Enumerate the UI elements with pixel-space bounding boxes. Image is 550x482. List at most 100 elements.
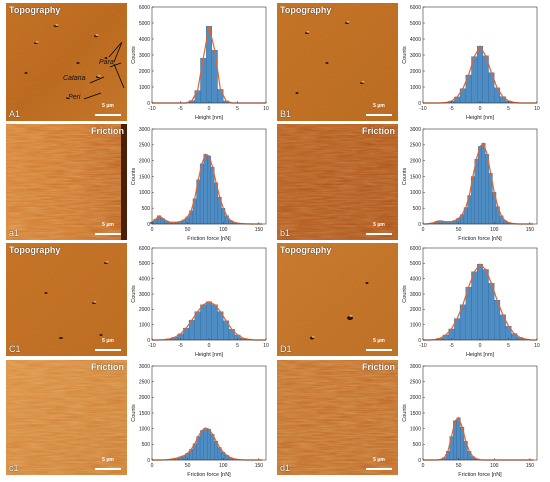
panel-label: D1 — [280, 344, 292, 354]
histogram-bar — [199, 163, 204, 225]
bars — [431, 263, 529, 341]
y-tick-label: 2000 — [139, 69, 150, 75]
y-tick-label: 2000 — [139, 395, 150, 401]
histogram-b1: 0 500 1000 1500 2000 2500 3000 0 50 100 150 Frictio… — [401, 124, 543, 244]
y-tick-label: 1000 — [410, 85, 421, 91]
y-tick-label: 3000 — [139, 127, 150, 133]
y-tick-label: 2000 — [139, 158, 150, 164]
plot-frame — [422, 365, 538, 461]
micrograph-B1: Topography B1 5 μm — [277, 3, 398, 121]
panel-label: d1 — [280, 463, 291, 473]
y-tick-label: 1000 — [139, 322, 150, 328]
histogram-bar — [207, 155, 211, 225]
scale-bar: 5 μm — [366, 222, 392, 235]
bars — [150, 154, 251, 225]
x-tick-label: 150 — [255, 463, 264, 469]
y-tick-label: 6000 — [139, 5, 150, 11]
scale-bar: 5 μm — [366, 103, 392, 116]
x-tick-label: 150 — [526, 463, 535, 469]
y-tick-label: 1500 — [410, 174, 421, 180]
chart-svg: 0 500 1000 1500 2000 2500 3000 0 50 100 150 Frictio… — [131, 364, 267, 478]
histogram-A1: 0 1000 2000 3000 4000 5000 6000 -10 -5 0 5 10 Height… — [130, 2, 272, 123]
bars — [442, 46, 518, 104]
x-tick-label: 0 — [422, 227, 425, 233]
y-tick-label: 1500 — [410, 411, 421, 417]
x-tick-label: 150 — [526, 227, 535, 233]
y-tick-label: 2000 — [410, 158, 421, 164]
histogram-bar — [194, 90, 201, 104]
y-tick-label: 1000 — [139, 85, 150, 91]
histogram-bar — [211, 50, 218, 104]
histogram-B1: 0 1000 2000 3000 4000 5000 6000 -10 -5 0 5 10 Height… — [401, 2, 543, 123]
x-tick-label: 10 — [263, 106, 269, 112]
x-axis-label: Height [nm] — [466, 352, 495, 358]
y-tick-label: 4000 — [139, 37, 150, 43]
x-tick-label: 5 — [236, 343, 239, 349]
x-tick-label: 0 — [151, 227, 154, 233]
histogram-bar — [200, 304, 207, 341]
y-tick-label: 500 — [413, 442, 422, 448]
y-tick-label: 0 — [147, 101, 150, 107]
topography-image — [277, 3, 398, 121]
histogram-bar — [203, 154, 208, 225]
bars — [428, 143, 518, 225]
histogram-bar — [203, 427, 208, 461]
x-tick-label: 5 — [236, 106, 239, 112]
histogram-bar — [199, 430, 204, 461]
x-tick-label: 0 — [208, 343, 211, 349]
chart-svg: 0 1000 2000 3000 4000 5000 6000 -10 -5 0 5 10 Height… — [131, 246, 269, 358]
x-tick-label: 50 — [456, 463, 462, 469]
y-tick-label: 0 — [418, 101, 421, 107]
panel-title: Friction — [91, 362, 124, 372]
scale-bar: 5 μm — [95, 457, 121, 470]
y-tick-label: 0 — [147, 222, 150, 228]
y-tick-label: 3000 — [410, 53, 421, 59]
scale-bar: 5 μm — [95, 338, 121, 351]
x-tick-label: 100 — [219, 463, 228, 469]
friction-image — [277, 124, 398, 240]
x-tick-label: 100 — [490, 463, 499, 469]
micrograph-b1: Friction b1 5 μm — [277, 124, 398, 240]
y-tick-label: 5000 — [410, 261, 421, 267]
histogram-bar — [211, 304, 218, 341]
scale-bar: 5 μm — [366, 338, 392, 351]
y-tick-label: 2500 — [139, 143, 150, 149]
y-tick-label: 2500 — [410, 143, 421, 149]
histogram-bar — [477, 263, 484, 341]
histogram-bar — [217, 89, 224, 104]
histogram-bar — [481, 143, 486, 225]
histogram-C1: 0 1000 2000 3000 4000 5000 6000 -10 -5 0 5 10 Height… — [130, 243, 272, 360]
x-tick-label: 50 — [456, 227, 462, 233]
micrograph-A1: Topography A1 5 μm Para Catana Peri — [6, 3, 127, 121]
y-tick-label: 3000 — [139, 292, 150, 298]
panel-title: Topography — [9, 245, 61, 255]
scale-bar: 5 μm — [366, 457, 392, 470]
y-tick-label: 3000 — [410, 364, 421, 370]
y-tick-label: 4000 — [139, 276, 150, 282]
x-tick-label: 0 — [422, 463, 425, 469]
micrograph-D1: Topography D1 5 μm — [277, 243, 398, 356]
x-axis-label: Height [nm] — [466, 115, 495, 121]
y-tick-label: 3000 — [139, 364, 150, 370]
x-tick-label: 100 — [490, 227, 499, 233]
x-tick-label: 0 — [151, 463, 154, 469]
friction-image — [6, 124, 127, 240]
x-axis-label: Friction force [nN] — [458, 236, 502, 242]
chart-svg: 0 500 1000 1500 2000 2500 3000 0 50 100 150 Frictio… — [402, 127, 538, 242]
y-tick-label: 3000 — [410, 292, 421, 298]
x-tick-label: -5 — [449, 106, 454, 112]
topography-image — [277, 243, 398, 356]
histogram-bar — [194, 311, 201, 341]
x-axis-label: Friction force [nN] — [458, 472, 502, 478]
chart-svg: 0 500 1000 1500 2000 2500 3000 0 50 100 150 Frictio… — [131, 127, 267, 242]
histogram-bar — [200, 58, 207, 104]
x-tick-label: -5 — [178, 343, 183, 349]
y-tick-label: 5000 — [139, 21, 150, 27]
histogram-d1: 0 500 1000 1500 2000 2500 3000 0 50 100 150 Frictio… — [401, 361, 543, 480]
histogram-bar — [207, 429, 211, 461]
x-tick-label: -10 — [148, 106, 155, 112]
micrograph-C1: Topography C1 5 μm — [6, 243, 127, 356]
y-tick-label: 5000 — [139, 261, 150, 267]
histogram-c1: 0 500 1000 1500 2000 2500 3000 0 50 100 150 Frictio… — [130, 361, 272, 480]
y-axis-label: Counts — [402, 168, 408, 186]
